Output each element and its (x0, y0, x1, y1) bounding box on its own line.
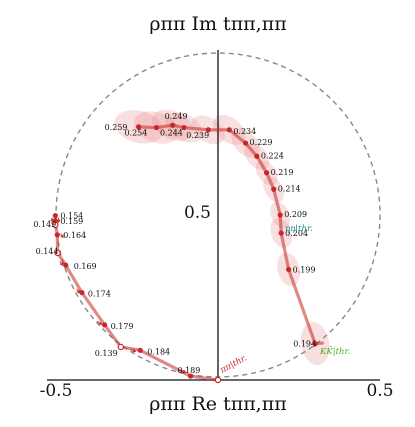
data-point (79, 289, 85, 296)
y-tick-label: 0.5 (184, 203, 211, 223)
point-label: 0.249 (165, 112, 188, 121)
open-data-point (117, 343, 125, 351)
direction-arrows (50, 217, 187, 374)
data-point (181, 124, 187, 131)
point-label: 0.174 (88, 290, 111, 299)
data-point (271, 186, 277, 192)
point-label: 0.234 (233, 127, 256, 136)
data-point (102, 322, 108, 328)
point-labels: 0.194 0.199 0.204 0.209 0.214 0.219 0.224 0.229… (33, 112, 316, 375)
direction-arrowhead (182, 369, 187, 374)
point-label: 0.149 (33, 220, 56, 229)
eta-eta-threshold-label: ηη|thr. (285, 224, 313, 234)
point-label: 0.164 (63, 231, 86, 240)
direction-arrow (178, 369, 186, 373)
point-label: 0.209 (284, 210, 307, 219)
point-label: 0.184 (147, 347, 170, 356)
x-tick-label: -0.5 (40, 381, 73, 401)
data-point (136, 124, 142, 130)
data-point (170, 122, 176, 128)
data-point (54, 232, 60, 238)
y-axis-title: ρππ Im tππ,ππ (149, 13, 286, 35)
data-point (153, 124, 160, 131)
point-label: 0.169 (74, 262, 97, 271)
open-data-point (52, 221, 59, 229)
point-label: 0.229 (250, 138, 273, 147)
point-label: 0.214 (278, 184, 301, 193)
point-label: 0.159 (60, 217, 83, 226)
data-point (137, 347, 143, 353)
point-label: 0.204 (285, 229, 308, 238)
open-data-point (214, 376, 222, 384)
data-point (264, 170, 270, 176)
direction-arrowhead (132, 348, 137, 353)
data-points (52, 122, 318, 384)
point-label: 0.179 (111, 322, 134, 331)
point-label: 0.139 (95, 349, 118, 358)
point-label: 0.189 (177, 366, 200, 375)
point-label: 0.259 (105, 123, 128, 132)
x-axis-title: ρππ Re tππ,ππ (149, 393, 286, 415)
phase-shift-curves (53, 123, 324, 382)
open-data-point (54, 249, 61, 257)
lower-branch-curve (53, 214, 220, 382)
direction-arrowhead (60, 234, 64, 239)
data-point (254, 153, 260, 159)
point-label: 0.154 (60, 212, 83, 221)
point-label: 0.224 (261, 151, 284, 160)
point-label: 0.194 (293, 340, 316, 349)
point-label: 0.244 (160, 129, 183, 138)
pi-pi-threshold-label: ππ|thr. (218, 353, 249, 376)
data-point (52, 213, 58, 219)
data-point (205, 127, 211, 133)
data-point (312, 341, 318, 347)
data-point (286, 266, 292, 273)
x-tick-label: 0.5 (366, 381, 393, 401)
point-label: 0.254 (124, 129, 147, 138)
direction-arrowhead (76, 289, 80, 294)
data-point (278, 230, 284, 236)
data-point (277, 212, 283, 218)
point-label: 0.199 (293, 265, 316, 274)
data-point (226, 127, 232, 133)
direction-arrowhead (59, 262, 63, 266)
point-label: 0.239 (186, 131, 209, 140)
kkbar-threshold-label: KK̄|thr. (319, 345, 350, 357)
direction-arrowhead (98, 321, 103, 326)
data-point (63, 262, 69, 268)
data-point (187, 373, 194, 379)
point-label: 0.219 (271, 168, 294, 177)
point-label: 0.144 (36, 247, 59, 256)
data-point (242, 140, 249, 146)
